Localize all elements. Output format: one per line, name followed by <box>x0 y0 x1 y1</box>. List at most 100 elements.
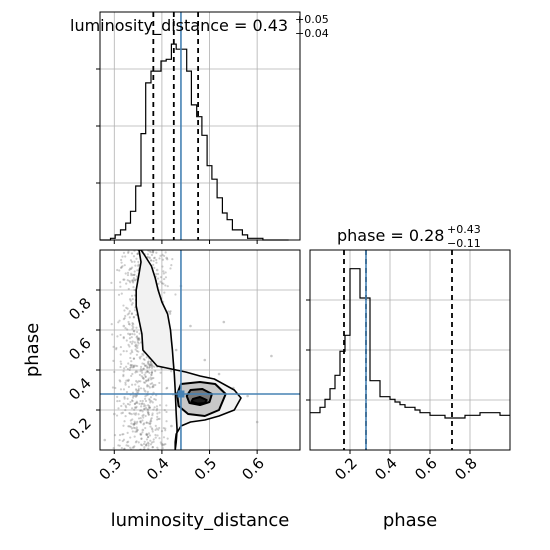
sample-point <box>153 406 156 409</box>
sample-point <box>142 403 146 406</box>
sample-point <box>110 281 113 284</box>
sample-point <box>148 371 151 374</box>
sample-point <box>117 293 121 296</box>
sample-point <box>124 272 127 275</box>
sample-point <box>130 274 133 277</box>
sample-point <box>132 315 135 319</box>
sample-point <box>130 407 134 410</box>
sample-point <box>133 341 136 344</box>
sample-point <box>131 322 134 325</box>
sample-point <box>130 342 134 345</box>
sample-point <box>159 441 162 444</box>
sample-point <box>152 383 155 387</box>
sample-point <box>120 292 123 295</box>
sample-point <box>154 383 157 387</box>
sample-point <box>131 372 134 376</box>
sample-point <box>149 422 152 425</box>
sample-point <box>136 335 139 338</box>
sample-point <box>133 412 136 415</box>
sample-point <box>122 318 125 321</box>
sample-point <box>160 367 163 370</box>
sample-point <box>171 258 174 261</box>
sample-point <box>122 424 125 427</box>
sample-point <box>135 426 138 429</box>
sample-point <box>130 399 134 402</box>
sample-point <box>118 319 121 322</box>
sample-point <box>130 312 133 316</box>
sample-point <box>127 425 130 428</box>
sample-point <box>135 380 138 383</box>
tick-label-phase-x: 0.4 <box>371 454 401 484</box>
sample-point <box>112 412 116 416</box>
sample-point <box>141 428 145 432</box>
sample-point <box>140 369 144 372</box>
sample-point <box>125 339 128 342</box>
sample-point <box>147 422 150 425</box>
sample-point <box>128 268 131 271</box>
tick-label-phase-y: 0.6 <box>65 334 95 364</box>
sample-point <box>128 298 132 301</box>
sample-point <box>122 324 126 328</box>
sample-point <box>151 446 154 449</box>
sample-point <box>169 312 172 315</box>
sample-point <box>129 356 132 360</box>
sample-point <box>124 404 127 407</box>
sample-point <box>141 371 144 374</box>
sample-point <box>125 406 128 409</box>
sample-point <box>116 268 119 272</box>
sample-point <box>143 389 146 392</box>
sample-point <box>140 405 143 408</box>
sample-point <box>139 368 142 371</box>
sample-point <box>150 364 153 367</box>
sample-point <box>124 408 127 412</box>
sample-point <box>169 310 172 313</box>
sample-point <box>160 429 164 433</box>
sample-point <box>126 279 129 282</box>
sample-point <box>131 350 134 354</box>
sample-point <box>133 423 136 426</box>
sample-point <box>174 293 177 296</box>
sample-point <box>164 251 167 254</box>
sample-point <box>147 442 150 445</box>
sample-point <box>147 377 150 380</box>
sample-point <box>123 447 126 450</box>
sample-point <box>155 272 158 276</box>
sample-point <box>127 250 130 253</box>
sample-point <box>134 441 137 444</box>
sample-point <box>140 433 143 436</box>
sample-point <box>112 447 115 450</box>
sample-point <box>146 410 149 413</box>
sample-point <box>146 408 149 411</box>
sample-point <box>134 344 137 347</box>
sample-point <box>150 259 153 262</box>
sample-point <box>122 370 125 373</box>
sample-point <box>130 312 134 315</box>
sample-point <box>129 400 132 404</box>
tick-label-distance: 0.4 <box>143 454 173 484</box>
sample-point <box>158 437 161 440</box>
sample-point <box>152 438 155 441</box>
sample-point <box>120 258 123 262</box>
sample-point <box>133 420 136 423</box>
sample-point <box>144 399 148 403</box>
sample-point <box>117 444 120 447</box>
sample-point <box>128 403 131 406</box>
sample-point <box>134 371 137 374</box>
sample-point <box>155 418 159 421</box>
sample-point <box>255 420 259 424</box>
sample-point <box>147 413 150 416</box>
sample-point <box>119 380 122 383</box>
sample-point <box>129 364 133 367</box>
sample-point <box>141 362 144 365</box>
sample-point <box>149 401 152 404</box>
sample-point <box>127 385 130 388</box>
sample-point <box>133 273 136 277</box>
sample-point <box>142 413 145 417</box>
sample-point <box>135 275 139 278</box>
sample-point <box>149 382 152 386</box>
sample-point <box>163 408 166 412</box>
sample-point <box>121 433 124 436</box>
sample-point <box>150 400 153 403</box>
sample-point <box>129 419 132 422</box>
sample-point <box>150 259 153 262</box>
